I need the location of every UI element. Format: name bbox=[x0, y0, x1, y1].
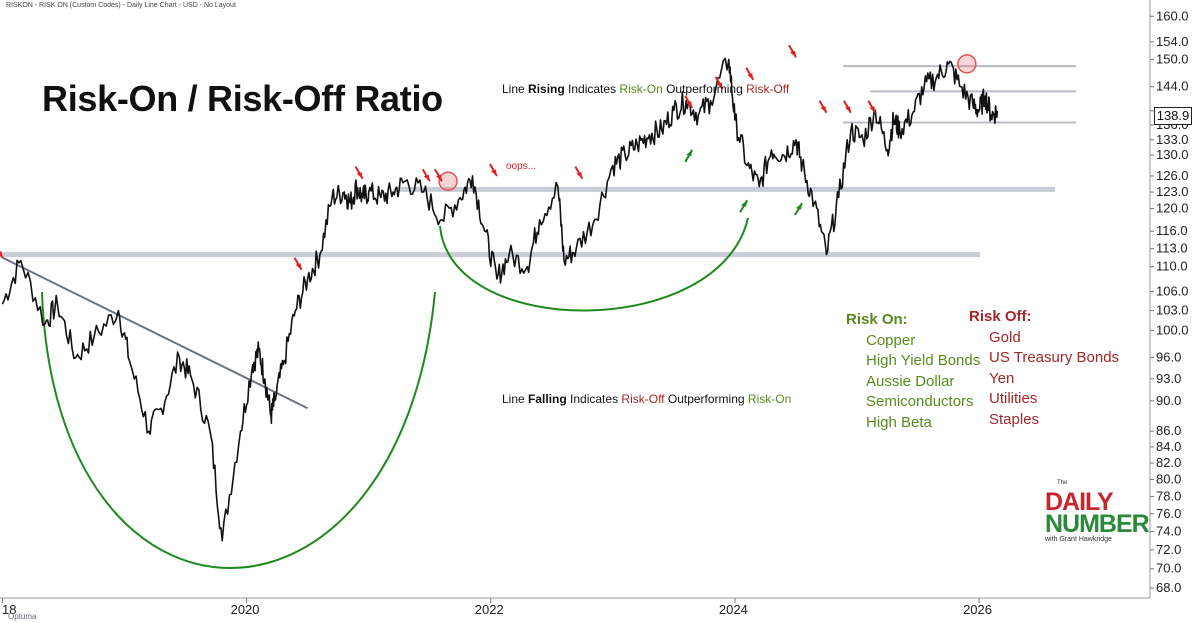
x-tick-label: 18 bbox=[2, 602, 16, 617]
y-tick-label: 154.0 bbox=[1156, 34, 1189, 49]
y-tick-label: 90.0 bbox=[1156, 393, 1181, 408]
y-tick-label: 120.0 bbox=[1156, 201, 1189, 216]
risk-on-item: High Beta bbox=[866, 413, 932, 431]
y-tick-label: 74.0 bbox=[1156, 524, 1181, 539]
y-tick-label: 123.0 bbox=[1156, 184, 1189, 199]
y-tick-label: 144.0 bbox=[1156, 79, 1189, 94]
chart-header: RISKON - RISK ON (Custom Codes) - Daily … bbox=[6, 2, 236, 9]
risk-off-heading: Risk Off: bbox=[969, 308, 1032, 325]
y-tick-label: 130.0 bbox=[1156, 147, 1189, 162]
risk-on-item: Aussie Dollar bbox=[866, 372, 955, 390]
y-tick-label: 100.0 bbox=[1156, 322, 1189, 337]
y-tick-label: 113.0 bbox=[1156, 241, 1188, 256]
x-tick-label: 2026 bbox=[963, 602, 992, 617]
down-arrow-head bbox=[356, 172, 363, 179]
y-tick-label: 78.0 bbox=[1156, 488, 1181, 503]
oops-label: oops... bbox=[506, 161, 537, 172]
risk-off-item: Staples bbox=[989, 410, 1040, 428]
logo-byline: with Grant Hawkridge bbox=[1045, 536, 1112, 543]
y-tick-label: 86.0 bbox=[1156, 423, 1181, 438]
chart-title: Risk-On / Risk-Off Ratio bbox=[42, 78, 443, 119]
x-tick-label: 2024 bbox=[719, 602, 748, 617]
down-arrow-head bbox=[435, 174, 442, 182]
risk-on-heading: Risk On: bbox=[846, 311, 908, 328]
risk-on-list: Risk On: Copper High Yield Bonds Aussie … bbox=[846, 310, 980, 433]
price-line-layer bbox=[1, 57, 999, 542]
down-arrow-head bbox=[789, 50, 796, 58]
optuma-brand: Optuma bbox=[8, 612, 37, 621]
risk-on-item: Copper bbox=[866, 331, 916, 349]
down-arrow-head bbox=[844, 106, 851, 113]
annotation-layer bbox=[1, 217, 749, 569]
y-tick-label: 160.0 bbox=[1156, 8, 1189, 23]
y-tick-label: 68.0 bbox=[1156, 580, 1181, 595]
y-tick-label: 126.0 bbox=[1156, 168, 1189, 183]
arrow-layer bbox=[0, 44, 977, 271]
y-tick-label: 72.0 bbox=[1156, 542, 1181, 557]
note-rising: Line Rising Indicates Risk-On Outperform… bbox=[502, 82, 790, 96]
y-tick-label: 70.0 bbox=[1156, 561, 1181, 576]
down-arrow-head bbox=[686, 101, 693, 108]
risk-off-list: Risk Off: Gold US Treasury Bonds Yen Uti… bbox=[969, 307, 1119, 430]
y-tick-label: 76.0 bbox=[1156, 506, 1181, 521]
daily-number-logo: The DAILY NUMBER with Grant Hawkridge bbox=[1045, 480, 1155, 548]
base-arc-2019 bbox=[41, 291, 436, 569]
y-tick-label: 84.0 bbox=[1156, 439, 1181, 454]
x-tick-label: 2022 bbox=[475, 602, 504, 617]
up-arrow-head bbox=[741, 200, 748, 207]
base-arc-2022 bbox=[439, 217, 749, 312]
logo-daily: DAILY bbox=[1045, 488, 1114, 516]
y-tick-label: 133.0 bbox=[1156, 132, 1189, 147]
down-arrow-head bbox=[716, 82, 723, 90]
risk-on-item: High Yield Bonds bbox=[866, 352, 981, 369]
risk-off-item: Yen bbox=[989, 369, 1015, 387]
last-value-label: 138.9 bbox=[1154, 107, 1192, 125]
y-tick-label: 106.0 bbox=[1156, 283, 1189, 298]
y-tick-label: 150.0 bbox=[1156, 51, 1189, 66]
y-tick-label: 103.0 bbox=[1156, 303, 1189, 318]
price-line bbox=[1, 57, 999, 542]
downtrend-line bbox=[1, 256, 309, 410]
down-arrow-head bbox=[576, 172, 583, 179]
logo-the: The bbox=[1057, 480, 1068, 486]
down-arrow-head bbox=[295, 263, 302, 270]
down-arrow-head bbox=[490, 169, 497, 176]
down-arrow-head bbox=[869, 106, 876, 113]
y-tick-label: 110.0 bbox=[1156, 259, 1188, 274]
y-tick-label: 80.0 bbox=[1156, 471, 1181, 486]
y-tick-label: 96.0 bbox=[1156, 350, 1181, 365]
risk-off-item: Gold bbox=[989, 328, 1021, 346]
y-tick-label: 93.0 bbox=[1156, 371, 1181, 386]
down-arrow-head bbox=[423, 174, 430, 182]
up-arrow-head bbox=[686, 149, 693, 157]
highlight-circle bbox=[957, 54, 977, 74]
logo-number: NUMBER bbox=[1045, 510, 1150, 538]
down-arrow-head bbox=[820, 106, 827, 113]
down-arrow-head bbox=[747, 73, 754, 80]
note-falling: Line Falling Indicates Risk-Off Outperfo… bbox=[502, 392, 792, 406]
down-arrow-head bbox=[0, 251, 3, 258]
y-tick-label: 116.0 bbox=[1156, 223, 1188, 238]
x-tick-label: 2020 bbox=[231, 602, 260, 617]
risk-on-item: Semiconductors bbox=[866, 393, 974, 410]
y-tick-label: 82.0 bbox=[1156, 455, 1181, 470]
highlight-circle bbox=[438, 171, 458, 192]
risk-off-item: Utilities bbox=[989, 390, 1038, 407]
up-arrow-head bbox=[796, 202, 803, 210]
risk-off-item: US Treasury Bonds bbox=[989, 349, 1120, 366]
